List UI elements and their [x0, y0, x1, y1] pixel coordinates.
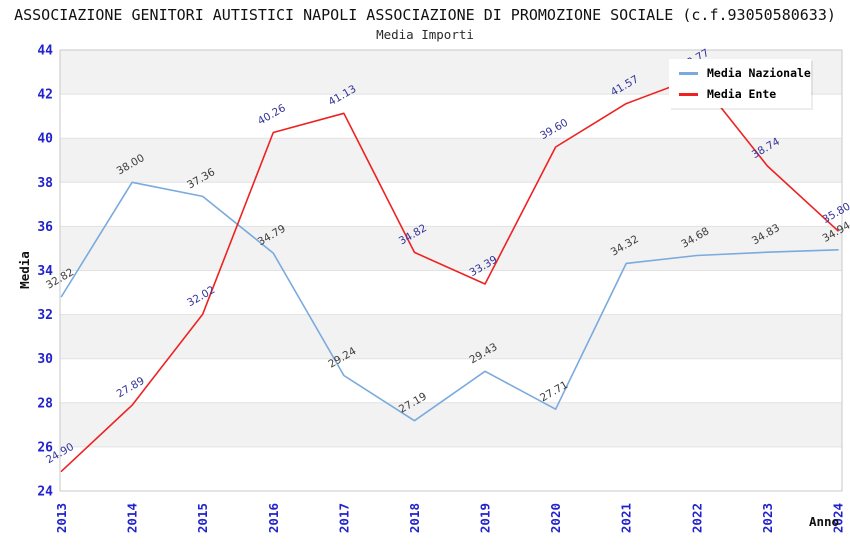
x-tick-label: 2015 [195, 503, 210, 533]
series-line-media-nazionale [60, 181, 839, 422]
x-tick-label: 2021 [619, 503, 634, 533]
x-tick-label: 2020 [548, 503, 563, 533]
grid-band [60, 314, 842, 359]
y-tick-label: 44 [37, 44, 53, 59]
grid-band [60, 138, 842, 183]
y-tick-label: 36 [37, 220, 53, 235]
x-tick-label: 2023 [760, 503, 775, 533]
x-tick-label: 2014 [125, 503, 140, 533]
x-axis-title: Anno [809, 514, 839, 529]
y-tick-label: 40 [37, 132, 53, 147]
data-label: 32.02 [185, 284, 217, 309]
legend-item-media-nazionale: Media Nazionale [679, 66, 811, 80]
x-tick-label: 2024 [831, 503, 846, 533]
chart-title: ASSOCIAZIONE GENITORI AUTISTICI NAPOLI A… [14, 6, 836, 24]
y-tick-label: 32 [37, 308, 53, 323]
legend-line-swatch [679, 92, 698, 96]
legend: Media Nazionale Media Ente [669, 59, 811, 108]
y-tick-label: 42 [37, 88, 53, 103]
legend-label: Media Nazionale [707, 66, 811, 80]
x-tick-label: 2022 [689, 503, 704, 533]
data-label: 40.26 [256, 102, 288, 128]
y-axis-title: Media [17, 251, 32, 289]
y-tick-label: 28 [37, 396, 53, 411]
legend-line-swatch [679, 71, 698, 75]
data-label: 27.71 [538, 379, 570, 404]
x-tick-label: 2017 [336, 503, 351, 533]
chart-subtitle: Media Importi [376, 27, 474, 42]
y-tick-label: 26 [37, 440, 53, 455]
data-label: 27.89 [115, 375, 147, 400]
plot-border [59, 49, 843, 492]
y-tick-label: 38 [37, 176, 53, 191]
x-tick-label: 2013 [54, 503, 69, 533]
grid-band [60, 226, 842, 271]
legend-item-media-ente: Media Ente [679, 87, 803, 101]
y-tick-label: 24 [37, 485, 53, 500]
x-tick-label: 2016 [266, 503, 281, 533]
x-tick-label: 2019 [478, 503, 493, 533]
legend-label: Media Ente [707, 87, 777, 101]
y-tick-label: 30 [37, 352, 53, 367]
y-tick-label: 34 [37, 264, 53, 279]
x-tick-label: 2018 [407, 503, 422, 533]
grid-band [60, 402, 842, 447]
